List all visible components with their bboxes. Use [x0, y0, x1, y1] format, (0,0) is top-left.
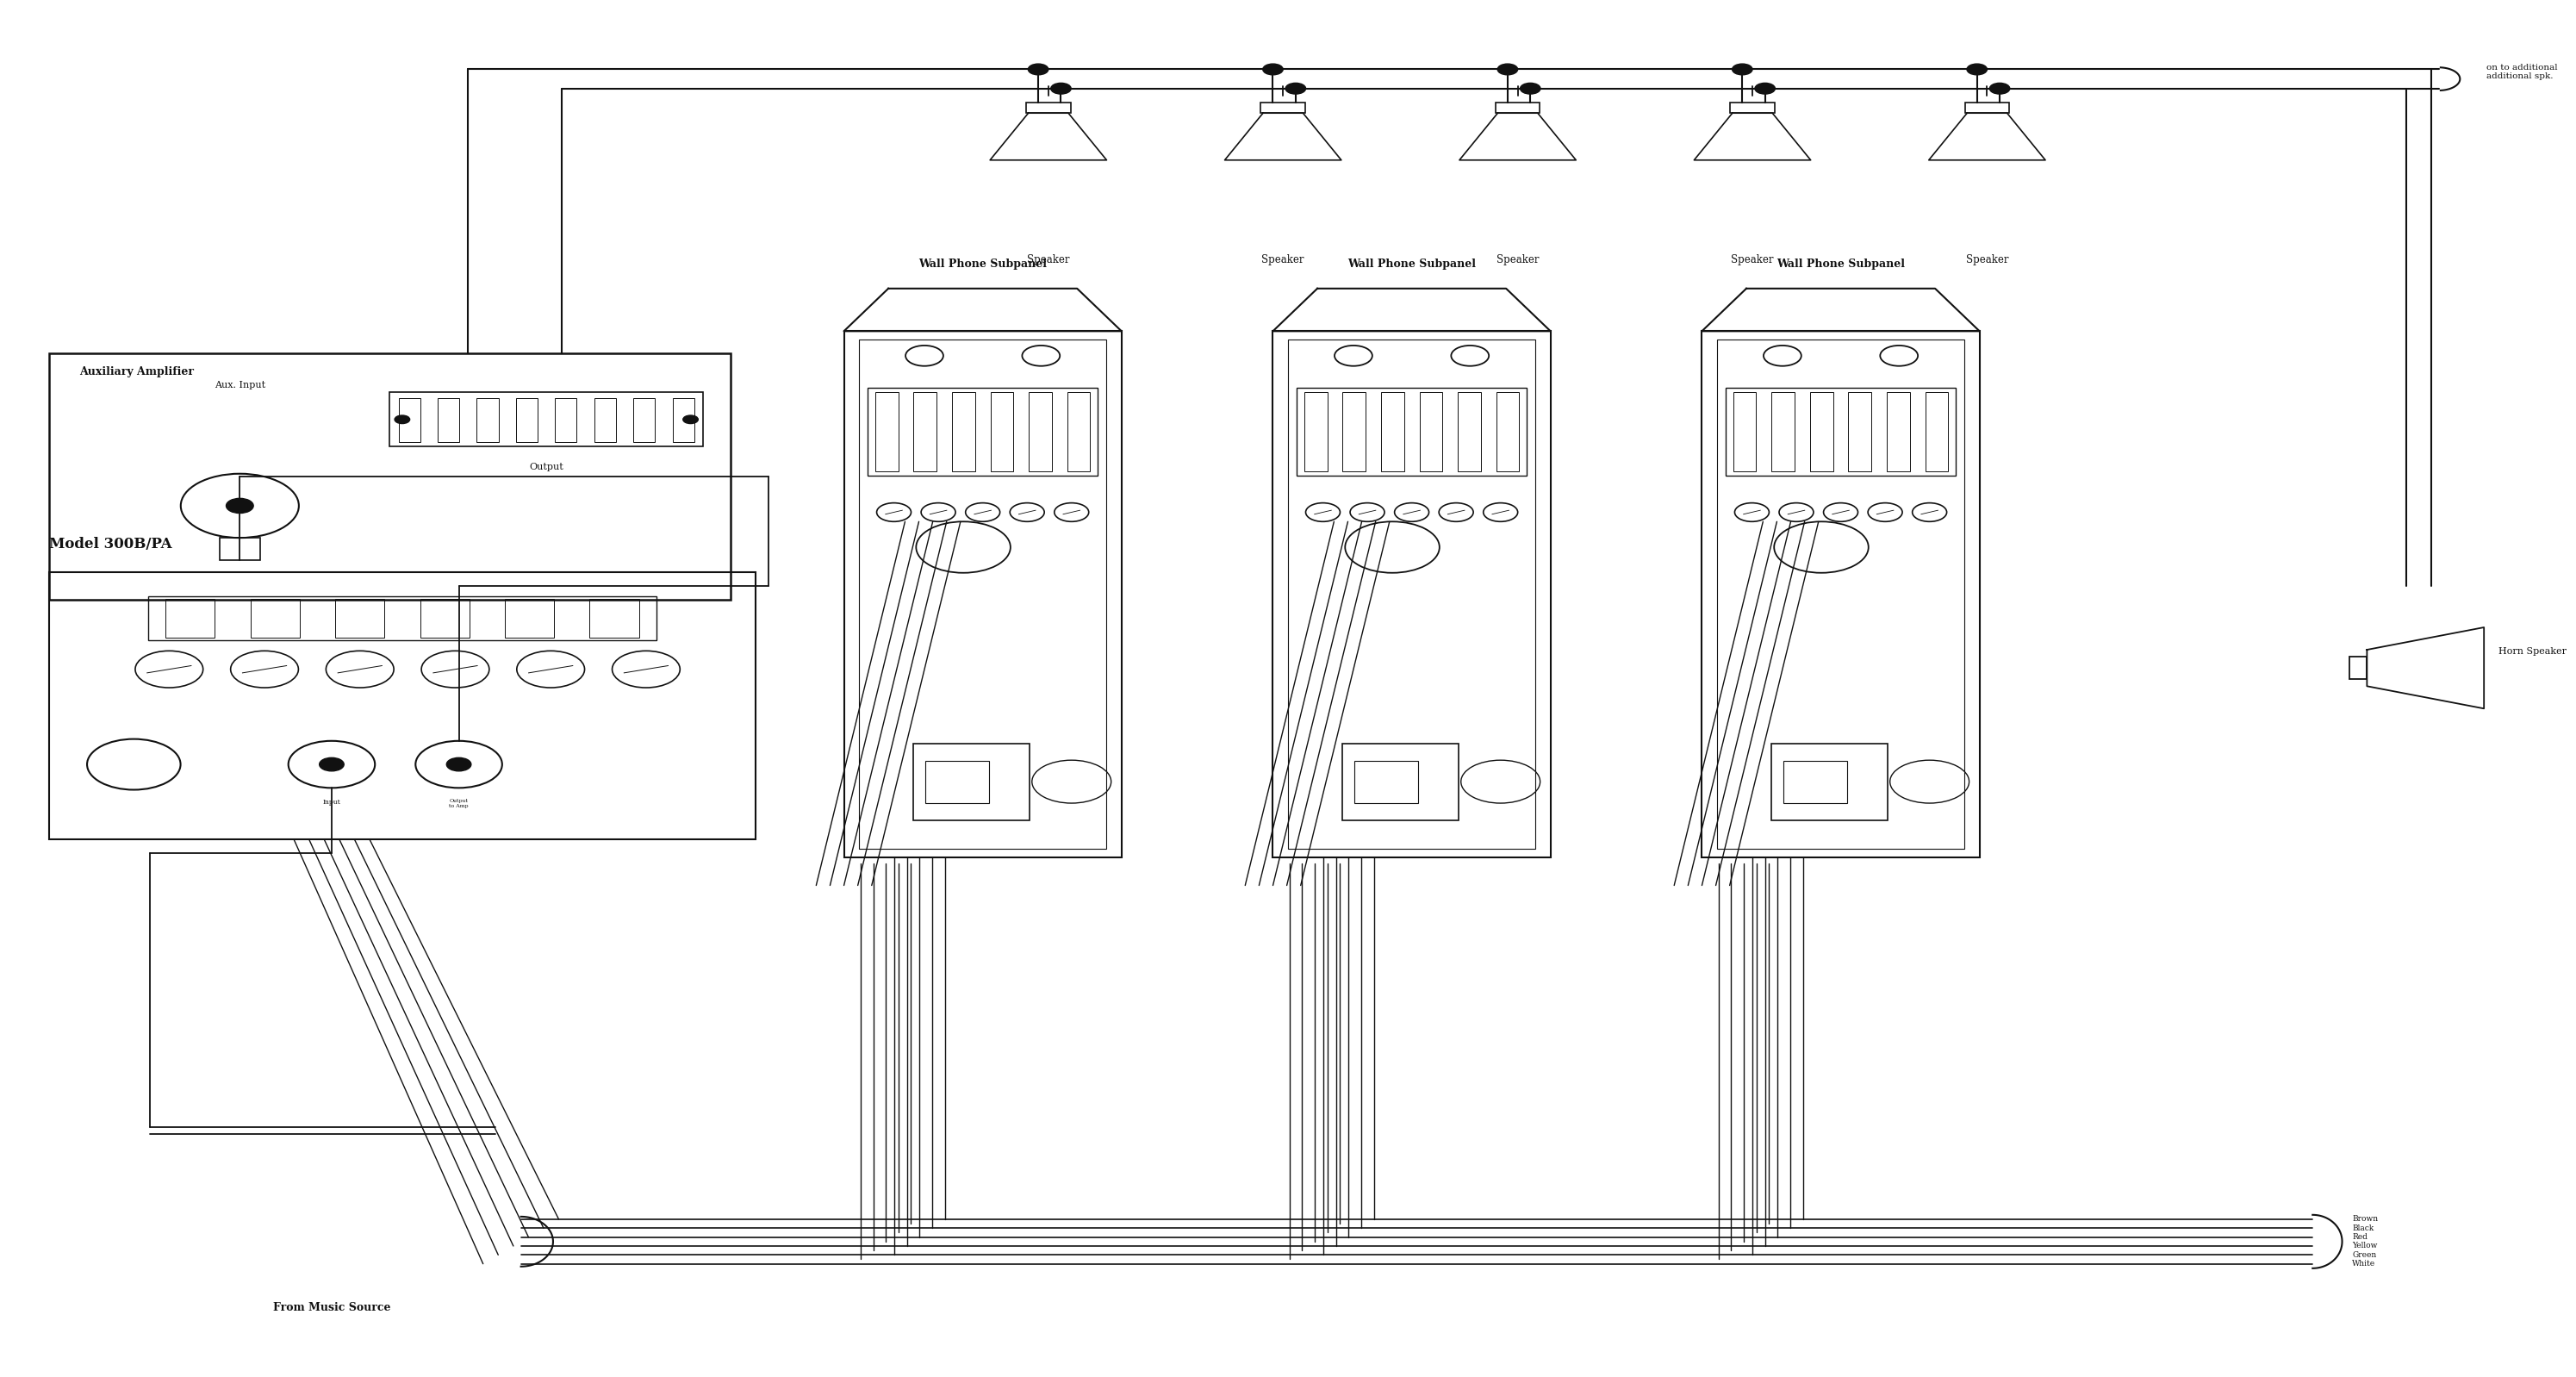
Bar [1381, 392, 1404, 471]
Bar [989, 392, 1012, 471]
Text: Input: Input [322, 799, 340, 806]
Text: Model 300B/PA: Model 300B/PA [49, 537, 173, 552]
Text: Output: Output [528, 463, 564, 472]
Bar [1260, 102, 1306, 113]
Bar [914, 744, 1030, 821]
Circle shape [319, 757, 345, 771]
Text: Red: Red [2352, 1234, 2367, 1241]
Circle shape [1754, 83, 1775, 94]
Bar [1734, 392, 1757, 471]
Text: White: White [2352, 1260, 2375, 1268]
Bar [634, 398, 654, 442]
Bar [399, 398, 420, 442]
Circle shape [446, 757, 471, 771]
Bar [953, 392, 976, 471]
Bar [49, 571, 755, 839]
Bar [1342, 392, 1365, 471]
Text: Wall Phone Subpanel: Wall Phone Subpanel [920, 259, 1046, 270]
Text: Wall Phone Subpanel: Wall Phone Subpanel [1777, 259, 1904, 270]
Text: From Music Source: From Music Source [273, 1303, 392, 1314]
Text: Aux. Input: Aux. Input [214, 380, 265, 390]
Bar [1783, 761, 1847, 803]
Bar [858, 339, 1105, 848]
Bar [1718, 339, 1965, 848]
Bar [590, 599, 639, 638]
Bar [420, 599, 469, 638]
Bar [1726, 387, 1955, 475]
Circle shape [1520, 83, 1540, 94]
Bar [147, 596, 657, 640]
Bar [845, 330, 1121, 856]
Text: Green: Green [2352, 1252, 2378, 1259]
Bar [515, 398, 538, 442]
Bar [1419, 392, 1443, 471]
Bar [477, 398, 497, 442]
Bar [595, 398, 616, 442]
Bar [868, 387, 1097, 475]
Bar [1497, 102, 1540, 113]
Text: Brown: Brown [2352, 1216, 2378, 1223]
Bar [1355, 761, 1419, 803]
Text: Yellow: Yellow [2352, 1242, 2378, 1250]
Bar [914, 392, 938, 471]
Bar [2349, 657, 2367, 679]
Bar [1965, 102, 2009, 113]
Bar [556, 398, 577, 442]
Circle shape [227, 498, 252, 514]
Circle shape [394, 416, 410, 424]
Text: Black: Black [2352, 1224, 2375, 1232]
Bar [876, 392, 899, 471]
Bar [1886, 392, 1909, 471]
Bar [1342, 744, 1458, 821]
Bar [1288, 339, 1535, 848]
Bar [1273, 330, 1551, 856]
Bar [1025, 102, 1072, 113]
Text: Horn Speaker: Horn Speaker [2499, 647, 2566, 655]
Bar [1924, 392, 1947, 471]
Circle shape [1051, 83, 1072, 94]
Bar [1731, 102, 1775, 113]
Text: Auxiliary Amplifier: Auxiliary Amplifier [80, 366, 193, 377]
Bar [49, 353, 732, 599]
Bar [219, 538, 260, 560]
Text: Speaker: Speaker [1262, 255, 1303, 266]
Circle shape [1262, 63, 1283, 74]
Bar [1772, 744, 1888, 821]
Bar [165, 599, 214, 638]
Bar [250, 599, 299, 638]
Text: Speaker: Speaker [1497, 255, 1538, 266]
Bar [1296, 387, 1528, 475]
Bar [1772, 392, 1795, 471]
Text: Speaker: Speaker [1028, 255, 1069, 266]
Circle shape [1731, 63, 1752, 74]
Bar [1028, 392, 1051, 471]
Bar [1497, 392, 1520, 471]
Bar [1811, 392, 1834, 471]
Bar [925, 761, 989, 803]
Bar [335, 599, 384, 638]
Bar [1303, 392, 1327, 471]
Bar [672, 398, 696, 442]
Circle shape [1968, 63, 1986, 74]
Circle shape [1028, 63, 1048, 74]
Bar [1850, 392, 1870, 471]
Text: on to additional
additional spk.: on to additional additional spk. [2486, 63, 2558, 80]
Bar [1703, 330, 1978, 856]
Circle shape [1497, 63, 1517, 74]
Bar [505, 599, 554, 638]
Circle shape [1285, 83, 1306, 94]
Bar [438, 398, 459, 442]
Text: Output
to Amp: Output to Amp [448, 799, 469, 808]
Text: Speaker: Speaker [1965, 255, 2009, 266]
Circle shape [683, 416, 698, 424]
Bar [389, 392, 703, 446]
Text: Speaker: Speaker [1731, 255, 1775, 266]
Bar [1458, 392, 1481, 471]
Circle shape [1989, 83, 2009, 94]
Bar [1066, 392, 1090, 471]
Text: Wall Phone Subpanel: Wall Phone Subpanel [1347, 259, 1476, 270]
